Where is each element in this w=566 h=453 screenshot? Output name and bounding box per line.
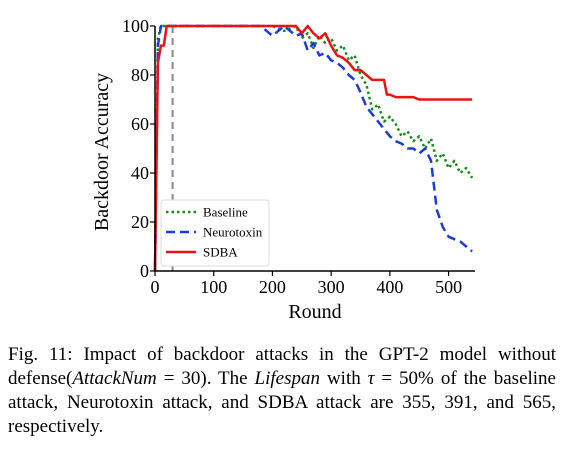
series-line-baseline (153, 24, 474, 272)
x-tick-label: 400 (376, 277, 403, 297)
y-tick-label: 60 (131, 114, 149, 134)
figure-caption: Fig. 11: Impact of backdoor attacks in t… (8, 343, 556, 439)
x-tick-label: 0 (151, 277, 160, 297)
y-axis-label: Backdoor Accuracy (91, 73, 113, 231)
legend-label-baseline: Baseline (203, 205, 248, 220)
caption-math-3: τ (367, 368, 375, 389)
x-axis-label: Round (288, 301, 341, 323)
caption-label: Fig. 11: (8, 344, 73, 365)
y-tick-label: 100 (122, 16, 149, 36)
y-tick-label: 20 (131, 212, 149, 232)
legend-label-sdba: SDBA (203, 245, 238, 260)
caption-text-2: = 30). The (156, 368, 255, 389)
caption-text-3: with (320, 368, 368, 389)
chart: 0 20 40 60 80 100 0 100 200 300 400 500 Backdoor Ac… (91, 16, 475, 323)
legend-box (160, 199, 270, 267)
x-tick-label: 200 (259, 277, 286, 297)
y-tick-label: 40 (131, 163, 149, 183)
series-line-sdba (153, 24, 473, 272)
legend-label-neurotoxin: Neurotoxin (203, 225, 263, 240)
x-tick-label: 100 (200, 277, 227, 297)
series-line-neurotoxin (153, 24, 473, 272)
y-tick-label: 80 (131, 65, 149, 85)
x-tick-label: 500 (435, 277, 462, 297)
caption-math-2: Lifespan (254, 368, 320, 389)
caption-math-1: AttackNum (72, 368, 157, 389)
axes: 0 20 40 60 80 100 0 100 200 300 400 500 (122, 16, 475, 297)
caption-text-1: Impact of backdoor attacks in the GPT-2 … (8, 344, 557, 389)
y-tick-label: 0 (140, 261, 149, 281)
x-tick-label: 300 (318, 277, 345, 297)
caption-text-4: = 50% of the baseline attack, Neurotoxin… (8, 368, 556, 437)
legend: Baseline Neurotoxin SDBA (160, 199, 270, 267)
